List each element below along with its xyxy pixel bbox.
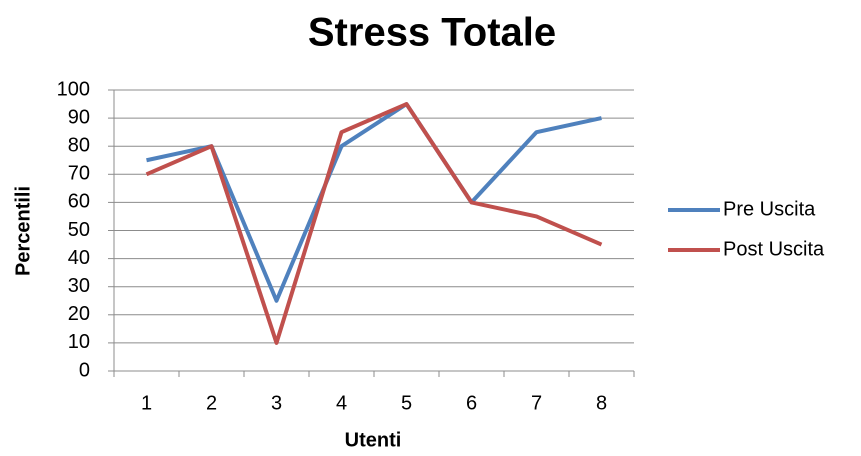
y-tick-label: 70 [68, 163, 90, 185]
x-tick-label: 7 [531, 392, 542, 414]
x-tick-label: 6 [466, 392, 477, 414]
x-tick-label: 4 [336, 392, 347, 414]
x-tick-label: 1 [141, 392, 152, 414]
data-line [145, 102, 603, 345]
x-tick-label: 5 [401, 392, 412, 414]
y-axis-title: Percentili [12, 186, 34, 276]
y-tick-label: 90 [68, 106, 90, 128]
x-axis-title: Utenti [345, 429, 402, 451]
y-tick-label: 100 [57, 78, 90, 100]
x-tick-label: 2 [206, 392, 217, 414]
y-tick-label: 80 [68, 134, 90, 156]
y-tick-label: 20 [68, 303, 90, 325]
x-tick-label: 8 [596, 392, 607, 414]
y-tick-label: 30 [68, 275, 90, 297]
data-line [146, 102, 602, 303]
chart-title: Stress Totale [308, 11, 556, 55]
legend-label: Pre Uscita [723, 198, 816, 220]
y-tick-label: 50 [68, 219, 90, 241]
y-tick-label: 10 [68, 331, 90, 353]
y-tick-label: 60 [68, 191, 90, 213]
y-tick-label: 40 [68, 247, 90, 269]
y-tick-label: 0 [79, 359, 90, 381]
x-tick-label: 3 [271, 392, 282, 414]
legend-label: Post Uscita [723, 238, 825, 260]
